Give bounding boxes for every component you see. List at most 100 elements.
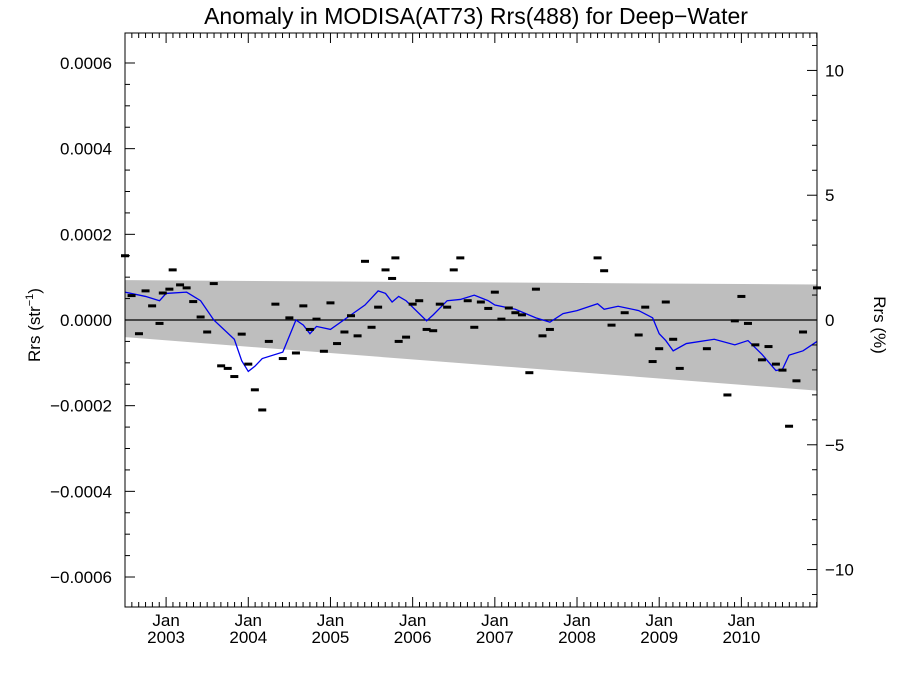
data-point [244, 362, 253, 366]
data-point [340, 330, 349, 334]
data-point [353, 334, 362, 338]
x-tick-year-label: 2008 [558, 628, 596, 647]
data-point [470, 325, 479, 329]
y-axis-left-label: Rrs (str−1) [24, 288, 44, 362]
x-tick-month-label: Jan [235, 611, 262, 630]
data-point [723, 393, 732, 397]
data-point [771, 362, 780, 366]
data-point [634, 333, 643, 337]
data-point [463, 299, 472, 303]
y-axis-left-label-base: Rrs (str [25, 306, 44, 362]
data-point [743, 321, 752, 325]
data-point [435, 302, 444, 306]
x-tick-year-label: 2004 [229, 628, 267, 647]
data-point [326, 301, 335, 305]
data-point [730, 319, 739, 323]
data-point [538, 334, 547, 338]
data-point [271, 302, 280, 306]
data-point [792, 379, 801, 383]
smoothed-line [124, 290, 818, 373]
data-point [127, 294, 136, 298]
x-tick-year-label: 2010 [722, 628, 760, 647]
data-point [285, 316, 294, 320]
data-point [381, 268, 390, 272]
data-point [620, 311, 629, 315]
x-tick-month-label: Jan [317, 611, 344, 630]
data-point [422, 327, 431, 331]
data-point [545, 327, 554, 331]
data-point [517, 313, 526, 317]
data-point [737, 294, 746, 298]
y-left-tick-label: 0.0002 [60, 225, 112, 244]
data-point [250, 388, 259, 392]
y-right-tick-label: −10 [825, 561, 854, 580]
data-point [203, 330, 212, 334]
data-point [367, 325, 376, 329]
data-point [476, 300, 485, 304]
data-point [305, 327, 314, 331]
y-axis-left-label-sup: −1 [24, 294, 36, 307]
y-axis-right-label: Rrs (%) [870, 296, 889, 354]
data-point [490, 290, 499, 294]
data-point [415, 299, 424, 303]
y-right-tick-label: 5 [825, 186, 834, 205]
data-point [158, 291, 167, 295]
data-point [408, 302, 417, 306]
data-point [600, 269, 609, 273]
y-left-tick-label: 0.0004 [60, 140, 112, 159]
data-point [675, 366, 684, 370]
data-point [525, 371, 534, 375]
y-left-tick-label: −0.0002 [50, 397, 112, 416]
x-tick-month-label: Jan [481, 611, 508, 630]
x-tick-month-label: Jan [645, 611, 672, 630]
data-point [264, 339, 273, 343]
x-tick-month-label: Jan [563, 611, 590, 630]
x-tick-month-label: Jan [399, 611, 426, 630]
data-point [497, 317, 506, 321]
y-right-tick-label: 10 [825, 61, 844, 80]
data-point [764, 345, 773, 349]
data-point [531, 287, 540, 291]
data-point [799, 330, 808, 334]
data-point [504, 306, 513, 310]
data-point [391, 256, 400, 260]
data-point [607, 323, 616, 327]
y-right-tick-label: −5 [825, 436, 844, 455]
data-point [402, 335, 411, 339]
y-left-tick-label: 0.0006 [60, 54, 112, 73]
data-point [785, 424, 794, 428]
data-point [511, 311, 520, 315]
data-point [176, 283, 185, 287]
data-point [209, 282, 218, 286]
data-point [189, 300, 198, 304]
data-point [374, 305, 383, 309]
data-point [702, 347, 711, 351]
y-right-tick-label: 0 [825, 311, 834, 330]
data-point [757, 358, 766, 362]
data-point [230, 375, 239, 379]
y-axis-left-label-close: ) [25, 288, 44, 294]
x-tick-year-label: 2005 [312, 628, 350, 647]
data-point [182, 286, 191, 290]
data-point [394, 339, 403, 343]
y-left-tick-label: −0.0006 [50, 568, 112, 587]
data-point [388, 276, 397, 280]
data-point [449, 268, 458, 272]
x-tick-month-label: Jan [728, 611, 755, 630]
data-point [347, 314, 356, 318]
data-point [751, 343, 760, 347]
x-tick-year-label: 2006 [394, 628, 432, 647]
y-left-tick-label: 0.0000 [60, 311, 112, 330]
data-point [641, 305, 650, 309]
data-point [429, 329, 438, 333]
data-point [278, 357, 287, 361]
data-point [237, 332, 246, 336]
data-point [456, 256, 465, 260]
data-point [360, 259, 369, 263]
data-point [655, 347, 664, 351]
x-tick-year-label: 2007 [476, 628, 514, 647]
plot-area: 0.0006 0.0004 0.0002 0.0000 −0.0002 −0.0004 −0… [50, 32, 854, 647]
data-point [168, 268, 177, 272]
data-point [196, 315, 205, 319]
